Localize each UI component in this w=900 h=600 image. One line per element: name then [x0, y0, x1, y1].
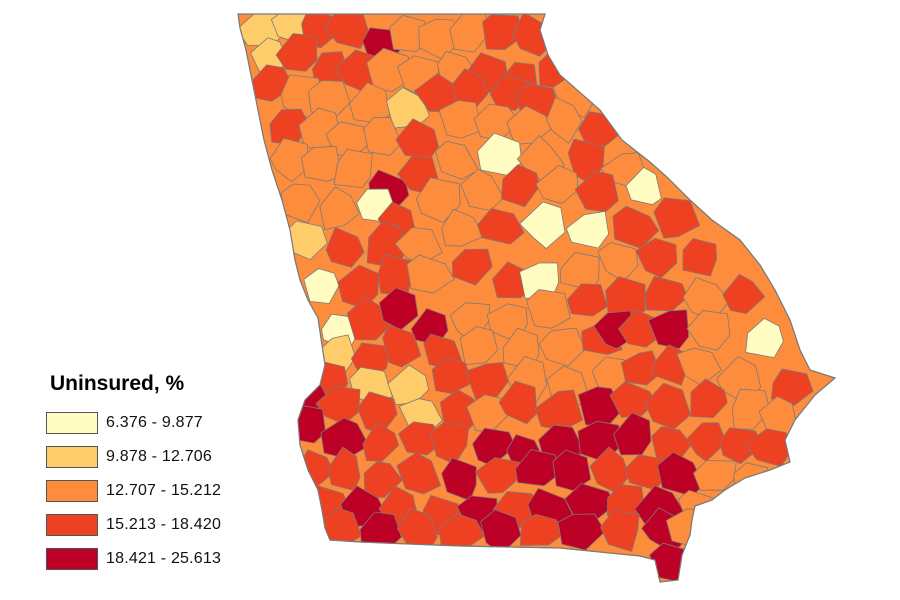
county-region: [398, 421, 444, 456]
county-region: [600, 510, 640, 553]
county-region: [324, 14, 370, 49]
county-region: [269, 137, 309, 183]
county-region: [686, 310, 731, 351]
county-region: [692, 460, 737, 491]
county-region: [301, 145, 343, 182]
county-region: [438, 99, 482, 139]
county-region: [452, 248, 493, 286]
county-region: [389, 14, 429, 52]
county-region: [620, 350, 662, 386]
legend-title: Uninsured, %: [50, 372, 185, 395]
county-region: [406, 254, 456, 294]
county-region: [647, 309, 690, 350]
county-region: [325, 226, 365, 268]
county-region: [552, 449, 592, 492]
county-region: [745, 317, 784, 359]
county-region: [566, 283, 608, 317]
legend-label: 9.878 - 12.706: [106, 448, 212, 465]
county-region: [770, 368, 814, 406]
county-region: [280, 183, 321, 224]
county-region: [459, 326, 499, 366]
legend-label: 6.376 - 9.877: [106, 414, 203, 431]
county-region: [363, 116, 402, 156]
county-region: [538, 327, 586, 367]
legend-label: 12.707 - 15.212: [106, 482, 222, 499]
legend-item: 15.213 - 18.420: [46, 508, 296, 542]
county-region: [733, 462, 769, 505]
legend-swatch: [46, 514, 98, 536]
county-region: [613, 412, 652, 456]
county-region: [731, 388, 771, 430]
legend-item: 18.421 - 25.613: [46, 542, 296, 576]
county-region: [362, 422, 400, 462]
county-region: [498, 380, 538, 425]
county-region: [333, 148, 373, 189]
county-region: [319, 186, 360, 230]
county-region: [441, 208, 485, 247]
county-region: [717, 490, 760, 529]
county-region: [396, 452, 442, 495]
legend-swatch: [46, 412, 98, 434]
county-region: [434, 140, 479, 180]
county-region: [718, 427, 764, 465]
legend-item: 9.878 - 12.706: [46, 440, 296, 474]
county-region: [722, 273, 766, 315]
county-region: [382, 324, 422, 368]
county-region: [565, 210, 610, 249]
legend-label: 15.213 - 18.420: [106, 516, 222, 533]
state-border: [237, 13, 837, 583]
county-region: [682, 238, 718, 277]
county-region: [625, 166, 662, 206]
legend-swatch: [46, 446, 98, 468]
legend-item: 6.376 - 9.877: [46, 406, 296, 440]
county-layer: [238, 14, 814, 582]
county-region: [519, 513, 563, 546]
county-region: [535, 164, 579, 204]
county-region: [303, 268, 340, 304]
county-region: [519, 201, 566, 250]
county-region: [526, 289, 571, 329]
county-region: [415, 177, 461, 223]
county-region: [449, 14, 491, 53]
county-region: [514, 449, 560, 487]
county-region: [635, 237, 678, 279]
county-region: [482, 14, 525, 51]
legend-label: 18.421 - 25.613: [106, 550, 222, 567]
county-region: [275, 33, 318, 72]
legend-swatch: [46, 480, 98, 502]
legend-item: 12.707 - 15.212: [46, 474, 296, 508]
county-region: [465, 361, 509, 401]
county-region: [690, 378, 728, 419]
county-region: [431, 358, 474, 394]
county-region: [477, 208, 525, 245]
legend-swatch: [46, 548, 98, 570]
legend: Uninsured, % 6.376 - 9.877 9.878 - 12.70…: [46, 372, 296, 576]
county-region: [500, 164, 541, 208]
county-region: [545, 96, 583, 144]
county-region: [609, 381, 657, 418]
